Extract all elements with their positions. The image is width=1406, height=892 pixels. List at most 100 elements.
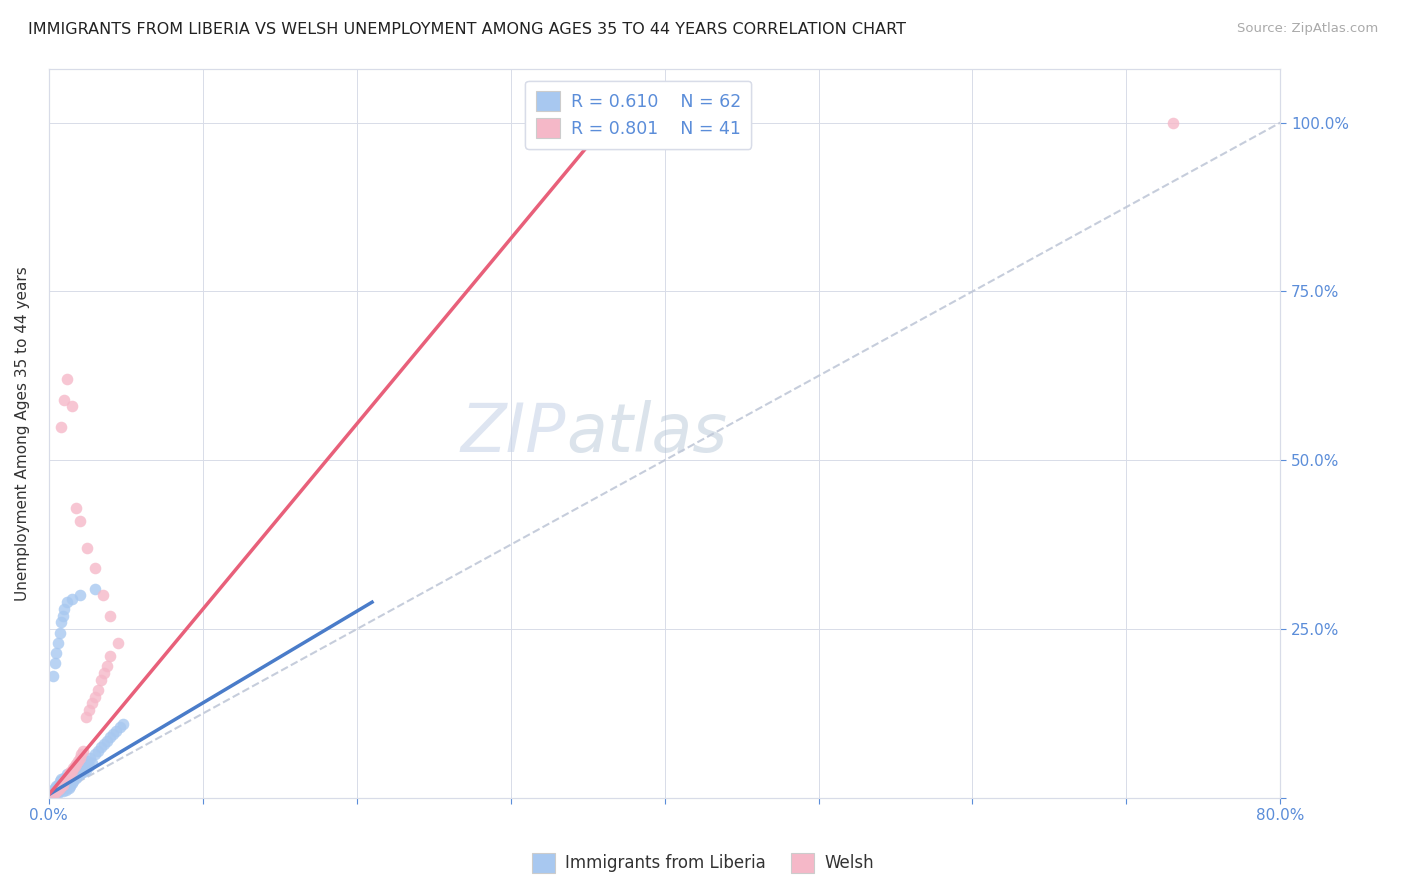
Point <box>60 764 83 778</box>
Point <box>66 754 89 768</box>
Text: IMMIGRANTS FROM LIBERIA VS WELSH UNEMPLOYMENT AMONG AGES 35 TO 44 YEARS CORRELAT: IMMIGRANTS FROM LIBERIA VS WELSH UNEMPLO… <box>28 22 905 37</box>
Point <box>75 763 97 777</box>
Point <box>52 778 75 792</box>
Point <box>56 771 79 785</box>
Point <box>93 666 115 681</box>
Y-axis label: Unemployment Among Ages 35 to 44 years: Unemployment Among Ages 35 to 44 years <box>15 266 30 600</box>
Point <box>90 673 112 687</box>
Point <box>55 783 77 797</box>
Point <box>63 758 86 772</box>
Point <box>44 786 66 800</box>
Point <box>105 723 128 738</box>
Point <box>79 750 101 764</box>
Point <box>42 783 65 797</box>
Point <box>59 765 82 780</box>
Point <box>69 750 91 764</box>
Point <box>53 602 76 616</box>
Point <box>96 659 118 673</box>
Point <box>69 514 91 528</box>
Point <box>98 649 121 664</box>
Point <box>103 727 125 741</box>
Point <box>87 683 110 698</box>
Point <box>60 776 83 790</box>
Point <box>80 697 103 711</box>
Point <box>56 767 79 781</box>
Point <box>56 372 79 386</box>
Point <box>72 744 94 758</box>
Point <box>42 788 65 802</box>
Point <box>55 774 77 789</box>
Point <box>90 740 112 755</box>
Point <box>49 780 72 795</box>
Point <box>45 784 67 798</box>
Point <box>76 754 98 768</box>
Point <box>84 561 107 575</box>
Point <box>48 783 70 797</box>
Point <box>53 771 76 785</box>
Point <box>80 756 103 770</box>
Point <box>46 783 69 797</box>
Point <box>44 656 66 670</box>
Point <box>69 589 91 603</box>
Point <box>77 758 100 772</box>
Point <box>63 767 86 781</box>
Point <box>56 595 79 609</box>
Point <box>62 761 84 775</box>
Point <box>49 779 72 793</box>
Point <box>70 747 93 761</box>
Point <box>42 786 65 800</box>
Point <box>70 761 93 775</box>
Point <box>93 737 115 751</box>
Point <box>96 733 118 747</box>
Point <box>65 500 87 515</box>
Point <box>108 720 131 734</box>
Point <box>65 771 87 785</box>
Point <box>55 772 77 786</box>
Point <box>48 774 70 789</box>
Point <box>52 776 75 790</box>
Point <box>84 690 107 704</box>
Point <box>72 765 94 780</box>
Legend: R = 0.610    N = 62, R = 0.801    N = 41: R = 0.610 N = 62, R = 0.801 N = 41 <box>526 81 751 149</box>
Point <box>49 772 72 786</box>
Point <box>98 731 121 745</box>
Point <box>60 591 83 606</box>
Point <box>60 765 83 780</box>
Point <box>46 636 69 650</box>
Point <box>46 778 69 792</box>
Point <box>87 744 110 758</box>
Point <box>58 767 80 781</box>
Point <box>48 780 70 795</box>
Point <box>66 764 89 778</box>
Point <box>45 784 67 798</box>
Point <box>44 787 66 801</box>
Point <box>45 646 67 660</box>
Point <box>84 582 107 596</box>
Point <box>107 636 129 650</box>
Point <box>58 772 80 786</box>
Point <box>73 757 96 772</box>
Point <box>76 541 98 555</box>
Point <box>48 625 70 640</box>
Point <box>45 779 67 793</box>
Point <box>56 778 79 792</box>
Text: atlas: atlas <box>567 401 727 467</box>
Point <box>98 608 121 623</box>
Point <box>49 419 72 434</box>
Point <box>44 780 66 795</box>
Point <box>1161 115 1184 129</box>
Point <box>62 774 84 789</box>
Point <box>49 615 72 630</box>
Point <box>65 757 87 772</box>
Legend: Immigrants from Liberia, Welsh: Immigrants from Liberia, Welsh <box>526 847 880 880</box>
Point <box>53 392 76 407</box>
Point <box>84 747 107 761</box>
Point <box>75 710 97 724</box>
Point <box>60 399 83 413</box>
Point <box>91 589 114 603</box>
Point <box>59 779 82 793</box>
Point <box>59 769 82 783</box>
Point <box>52 784 75 798</box>
Point <box>77 703 100 717</box>
Text: ZIP: ZIP <box>461 401 567 467</box>
